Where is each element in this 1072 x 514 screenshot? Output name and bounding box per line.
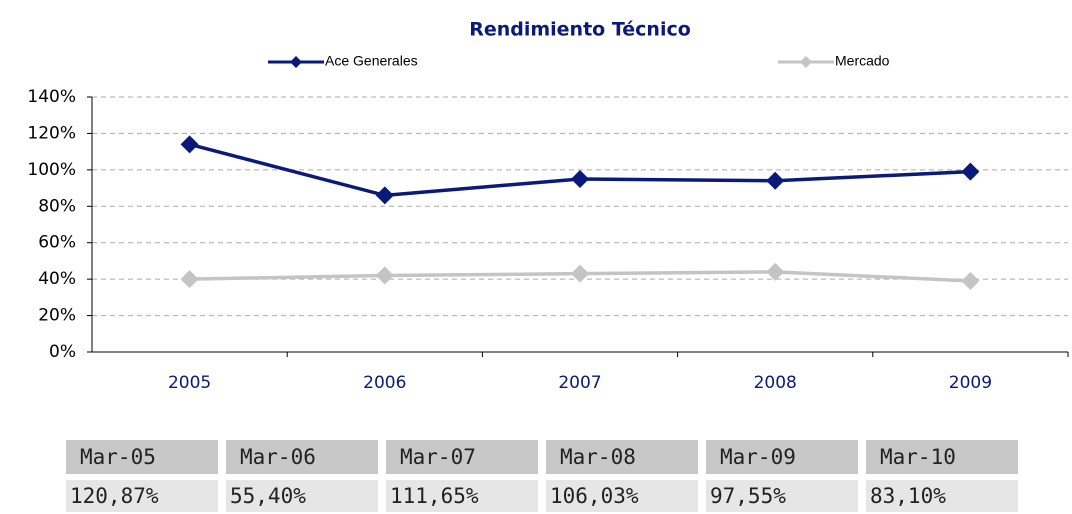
point-marker (766, 171, 785, 190)
table-header-cell (546, 440, 698, 474)
table-header-text: Mar-08 (560, 445, 636, 469)
table-header-cell (66, 440, 218, 474)
x-tick-label: 2005 (168, 373, 211, 393)
table-cell (226, 480, 378, 512)
chart-title: Rendimiento Técnico (469, 19, 691, 41)
table-header-text: Mar-06 (240, 445, 316, 469)
table-header-cell (386, 440, 538, 474)
table-header-text: Mar-05 (80, 445, 156, 469)
table-cell-text: 111,65% (390, 484, 479, 508)
point-marker (375, 186, 394, 205)
table-cell-text: 55,40% (230, 484, 306, 508)
legend-label: Mercado (835, 53, 890, 69)
table-cell-text: 106,03% (550, 484, 639, 508)
point-marker (571, 169, 589, 188)
point-marker (766, 262, 785, 281)
x-tick-label: 2006 (363, 373, 406, 393)
table-cell-text: 120,87% (70, 484, 159, 508)
table-cell-text: 97,55% (710, 484, 786, 508)
table-header-text: Mar-09 (720, 445, 796, 469)
point-marker (961, 162, 980, 181)
table-header-cell (226, 440, 378, 474)
y-tick-label: 0% (49, 342, 76, 362)
point-marker (571, 264, 589, 283)
point-marker (375, 266, 394, 285)
y-tick-label: 20% (38, 306, 76, 326)
x-tick-label: 2008 (754, 373, 797, 393)
table-header-text: Mar-10 (880, 445, 956, 469)
legend-marker (290, 56, 302, 68)
point-marker (180, 135, 199, 154)
x-tick-label: 2009 (949, 373, 992, 393)
table-header-cell (866, 440, 1018, 474)
y-tick-label: 60% (38, 233, 76, 253)
point-marker (180, 270, 199, 289)
y-tick-label: 40% (38, 269, 76, 289)
table-cell (546, 480, 698, 512)
legend-label: Ace Generales (325, 53, 418, 69)
y-tick-label: 100% (27, 160, 76, 180)
point-marker (961, 271, 980, 290)
y-tick-label: 140% (27, 87, 76, 107)
table-cell (386, 480, 538, 512)
y-tick-label: 80% (38, 196, 76, 216)
table-header-text: Mar-07 (400, 445, 476, 469)
table-cell-text: 83,10% (870, 484, 946, 508)
y-tick-label: 120% (27, 123, 76, 143)
table-cell (706, 480, 858, 512)
table-cell (66, 480, 218, 512)
table-header-cell (706, 440, 858, 474)
legend-marker (800, 56, 812, 68)
table-cell (866, 480, 1018, 512)
x-tick-label: 2007 (558, 373, 601, 393)
